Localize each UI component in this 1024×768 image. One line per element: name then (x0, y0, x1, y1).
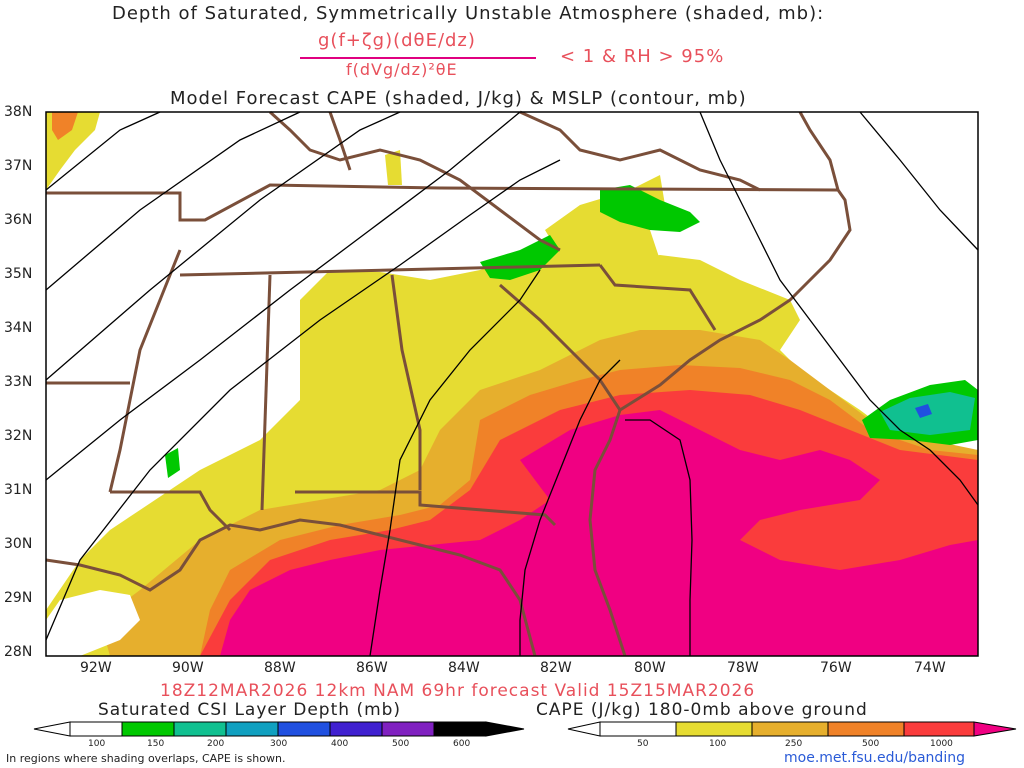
overlap-note: In regions where shading overlaps, CAPE … (6, 752, 286, 765)
forecast-valid-text: 18Z12MAR2026 12km NAM 69hr forecast Vali… (160, 681, 756, 701)
lat-label-34: 34N (4, 320, 33, 336)
cape-50-tn (385, 150, 402, 185)
cape-tick-1000: 1000 (930, 739, 953, 749)
csi-green-al (165, 448, 180, 478)
lat-label-37: 37N (4, 158, 33, 174)
cape-tick-100: 100 (709, 739, 727, 749)
lon-label-90: 90W (172, 660, 204, 676)
lon-label-82: 82W (540, 660, 572, 676)
state-borders (45, 110, 852, 657)
lon-label-80: 80W (634, 660, 666, 676)
cape-legend-label: CAPE (J/kg) 180-0mb above ground (536, 700, 868, 720)
mslp-isobars (45, 111, 979, 657)
lon-label-78: 78W (727, 660, 759, 676)
cape-colorbar (567, 721, 1017, 737)
csi-tick-100: 100 (88, 739, 106, 749)
lat-label-30: 30N (4, 536, 33, 552)
lat-label-29: 29N (4, 590, 33, 606)
lon-label-76: 76W (820, 660, 852, 676)
credit-link[interactable]: moe.met.fsu.edu/banding (784, 750, 965, 766)
lon-label-84: 84W (448, 660, 480, 676)
cape-tick-500: 500 (862, 739, 880, 749)
csi-tick-600: 600 (453, 739, 471, 749)
csi-blue-atlantic (915, 404, 932, 418)
title-denominator: f(dVg/dz)²θE (346, 60, 458, 79)
title-line-3: Model Forecast CAPE (shaded, J/kg) & MSL… (170, 88, 747, 109)
cape-low-sw (46, 590, 140, 656)
cape-tick-250: 250 (785, 739, 803, 749)
lon-label-88: 88W (264, 660, 296, 676)
csi-shading (165, 185, 978, 478)
lat-label-36: 36N (4, 212, 33, 228)
cape-1000-region (220, 410, 978, 656)
lon-label-86: 86W (356, 660, 388, 676)
lon-label-74: 74W (914, 660, 946, 676)
csi-legend-label: Saturated CSI Layer Depth (mb) (98, 700, 402, 720)
lat-label-31: 31N (4, 482, 33, 498)
title-condition: < 1 & RH > 95% (560, 46, 725, 67)
csi-tick-500: 500 (392, 739, 410, 749)
cape-50-nw-inner (52, 112, 78, 140)
fraction-bar (300, 57, 536, 59)
lat-label-38: 38N (4, 104, 33, 120)
csi-green-ne (600, 185, 700, 232)
csi-tick-200: 200 (207, 739, 225, 749)
csi-colorbar (33, 721, 525, 737)
csi-tick-300: 300 (270, 739, 288, 749)
lat-label-33: 33N (4, 374, 33, 390)
title-numerator: g(f+ζg)(dθE/dz) (318, 30, 476, 51)
map-frame (45, 111, 979, 657)
title-line-1: Depth of Saturated, Symmetrically Unstab… (112, 3, 825, 24)
csi-tick-400: 400 (331, 739, 349, 749)
lat-label-32: 32N (4, 428, 33, 444)
lon-label-92: 92W (80, 660, 112, 676)
csi-tick-150: 150 (147, 739, 165, 749)
lat-label-28: 28N (4, 644, 33, 660)
cape-tick-50: 50 (637, 739, 649, 749)
lat-label-35: 35N (4, 266, 33, 282)
